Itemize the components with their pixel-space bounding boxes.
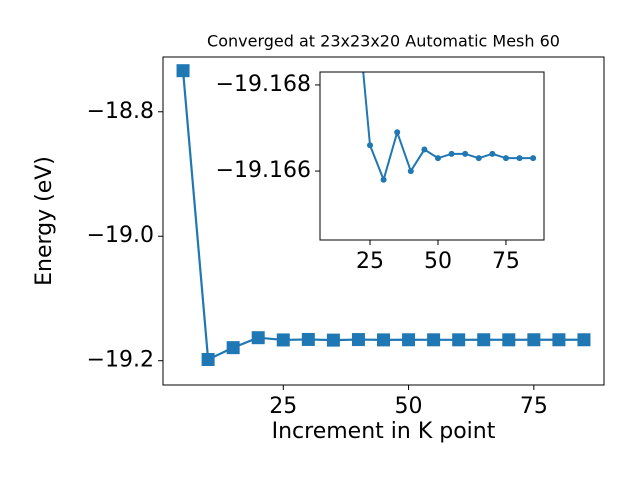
marker xyxy=(394,129,401,136)
marker xyxy=(380,176,387,183)
marker xyxy=(326,333,340,347)
series xyxy=(176,64,591,366)
marker xyxy=(475,155,482,162)
x-tick-label: 50 xyxy=(395,394,423,419)
y-tick-label: −19.166 xyxy=(216,158,311,183)
x-tick-label: 75 xyxy=(520,394,548,419)
marker xyxy=(577,333,591,347)
marker xyxy=(276,333,290,347)
x-axis-label: Increment in K point xyxy=(272,419,496,444)
marker xyxy=(351,333,365,347)
marker xyxy=(353,0,359,2)
y-tick-label: −18.8 xyxy=(87,99,154,124)
x-tick-label: 75 xyxy=(492,249,520,274)
marker xyxy=(176,64,190,78)
marker xyxy=(226,341,240,355)
marker xyxy=(527,333,541,347)
plot-area xyxy=(320,72,544,240)
axes-frame xyxy=(162,56,605,386)
y-tick-label: −19.0 xyxy=(87,223,154,248)
series xyxy=(353,0,537,183)
marker xyxy=(301,332,315,346)
y-tick-label: −19.168 xyxy=(216,72,311,97)
marker xyxy=(421,146,428,153)
marker xyxy=(434,155,441,162)
marker xyxy=(489,150,496,157)
marker xyxy=(502,333,516,347)
marker xyxy=(502,155,509,162)
marker xyxy=(377,333,390,347)
y-axis-label: Energy (eV) xyxy=(32,156,57,286)
marker xyxy=(462,150,469,157)
x-tick-label: 25 xyxy=(269,394,297,419)
marker xyxy=(407,168,414,175)
marker xyxy=(530,155,537,162)
marker xyxy=(402,333,416,347)
x-tick-label: 25 xyxy=(356,249,384,274)
marker xyxy=(427,333,441,347)
marker xyxy=(452,333,466,347)
axes-frame xyxy=(319,71,545,241)
x-tick-label: 50 xyxy=(424,249,452,274)
marker xyxy=(251,331,265,345)
chart-title: Converged at 23x23x20 Automatic Mesh 60 xyxy=(207,32,560,51)
marker xyxy=(477,333,491,347)
marker xyxy=(201,352,215,366)
marker xyxy=(552,333,566,347)
y-tick-label: −19.2 xyxy=(87,348,154,373)
marker xyxy=(516,155,523,162)
marker xyxy=(448,150,455,157)
marker xyxy=(367,142,374,149)
